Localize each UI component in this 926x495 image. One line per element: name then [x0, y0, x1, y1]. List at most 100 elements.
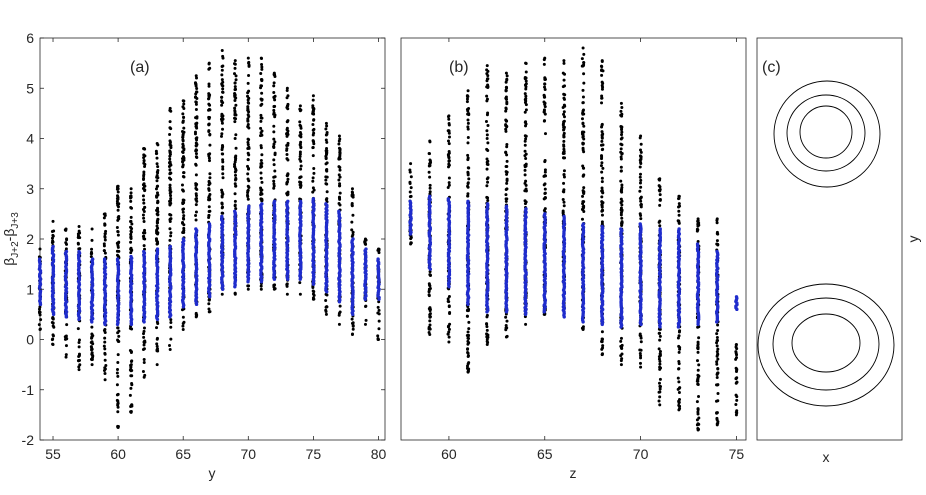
- data-point: [103, 347, 107, 351]
- data-point: [221, 176, 225, 180]
- data-point: [562, 97, 566, 101]
- data-point: [562, 173, 566, 177]
- data-point: [543, 119, 547, 123]
- data-point: [77, 338, 81, 342]
- data-point: [350, 317, 354, 321]
- panel-b-axes-box: [400, 37, 747, 441]
- y-tick-label: 2: [26, 231, 34, 247]
- data-point: [207, 307, 211, 311]
- data-point: [582, 150, 586, 154]
- data-point: [324, 162, 328, 166]
- data-point: [428, 186, 432, 190]
- data-point: [221, 87, 225, 91]
- data-point: [115, 371, 119, 375]
- data-point: [116, 326, 120, 330]
- data-point: [600, 133, 604, 137]
- data-point: [325, 175, 329, 179]
- data-point: [311, 289, 315, 293]
- data-point-max: [524, 61, 528, 65]
- data-point: [447, 155, 451, 159]
- data-point: [524, 103, 528, 107]
- data-point: [504, 315, 508, 319]
- data-point-max: [428, 139, 432, 143]
- data-point: [299, 185, 303, 189]
- data-point: [485, 157, 489, 161]
- data-point-min: [116, 425, 120, 429]
- data-point: [447, 159, 451, 163]
- data-point: [155, 162, 159, 166]
- data-point: [220, 188, 224, 192]
- data-point: [169, 318, 173, 322]
- data-point: [600, 87, 604, 91]
- data-point: [562, 125, 566, 129]
- data-point: [523, 202, 527, 206]
- data-point: [466, 125, 470, 129]
- data-point: [428, 175, 432, 179]
- data-point: [103, 328, 107, 332]
- data-point: [285, 173, 289, 177]
- data-point: [233, 167, 237, 171]
- data-point: [143, 231, 147, 235]
- data-point: [194, 144, 198, 148]
- data-point: [169, 109, 173, 113]
- data-point: [207, 92, 211, 96]
- data-point: [338, 191, 342, 195]
- data-point: [130, 222, 134, 226]
- data-point: [142, 343, 146, 347]
- data-point: [600, 101, 604, 105]
- data-point: [543, 101, 547, 105]
- data-point: [142, 161, 146, 165]
- data-point: [51, 333, 55, 337]
- data-point: [194, 100, 198, 104]
- data-point: [639, 142, 643, 146]
- data-point: [233, 62, 236, 66]
- data-point: [220, 68, 224, 72]
- data-point: [181, 112, 185, 116]
- data-point-highlight: [562, 214, 566, 219]
- data-point: [351, 327, 355, 331]
- data-point: [312, 112, 316, 116]
- data-point: [246, 167, 250, 171]
- data-point: [600, 180, 604, 184]
- data-point: [246, 284, 250, 288]
- data-point-min: [363, 322, 367, 326]
- data-point: [427, 307, 431, 311]
- data-point: [337, 201, 341, 205]
- data-point-max: [363, 237, 367, 241]
- data-point: [129, 230, 133, 234]
- data-point: [247, 96, 251, 100]
- data-point: [220, 194, 224, 198]
- data-point: [169, 146, 173, 150]
- data-point-max: [129, 187, 133, 191]
- data-point: [182, 130, 186, 134]
- data-point: [582, 173, 586, 177]
- data-point: [427, 293, 431, 297]
- data-point-highlight: [155, 247, 160, 251]
- data-point-highlight: [311, 197, 316, 201]
- data-point: [90, 325, 94, 329]
- data-point: [485, 315, 489, 319]
- data-point: [524, 87, 528, 91]
- data-point-highlight: [543, 212, 547, 216]
- data-point: [142, 358, 146, 361]
- data-point: [543, 182, 547, 186]
- data-point: [427, 170, 431, 174]
- data-point: [600, 340, 604, 344]
- data-point: [504, 165, 508, 169]
- data-point: [466, 354, 470, 358]
- x-tick-label: 80: [371, 446, 387, 462]
- data-point: [208, 152, 212, 156]
- data-point: [194, 186, 198, 190]
- data-point: [466, 194, 470, 198]
- data-point: [325, 197, 329, 201]
- data-point: [285, 284, 289, 288]
- data-point: [601, 147, 605, 151]
- data-point: [168, 183, 172, 187]
- data-point-highlight: [77, 249, 81, 254]
- data-point: [448, 311, 452, 315]
- data-point: [504, 127, 508, 131]
- data-point: [581, 133, 585, 137]
- data-point-max: [116, 184, 120, 188]
- data-point: [272, 182, 276, 186]
- data-point-highlight: [247, 204, 251, 209]
